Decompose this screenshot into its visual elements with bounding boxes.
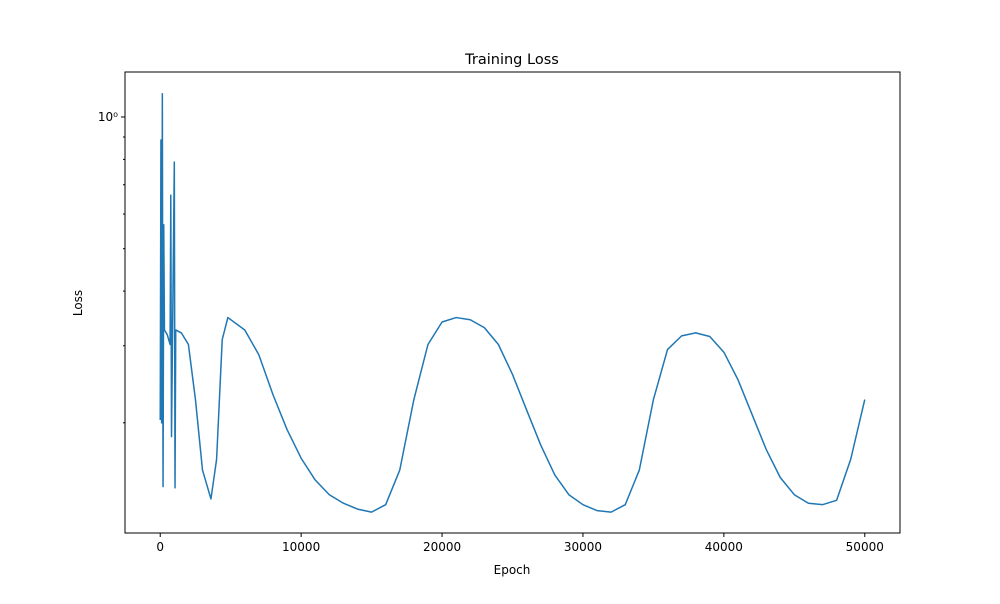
x-tick-label: 50000: [846, 540, 884, 554]
x-tick-label: 40000: [705, 540, 743, 554]
x-tick-label: 20000: [423, 540, 461, 554]
plot-frame: [124, 71, 901, 534]
x-tick-label: 30000: [564, 540, 602, 554]
x-tick-label: 10000: [282, 540, 320, 554]
x-axis-label: Epoch: [494, 563, 531, 577]
line-series: [159, 93, 866, 513]
x-tick-label: 0: [156, 540, 164, 554]
chart-title: Training Loss: [464, 52, 559, 68]
y-tick-label: 10⁰: [98, 110, 118, 124]
y-axis-label: Loss: [71, 290, 85, 316]
